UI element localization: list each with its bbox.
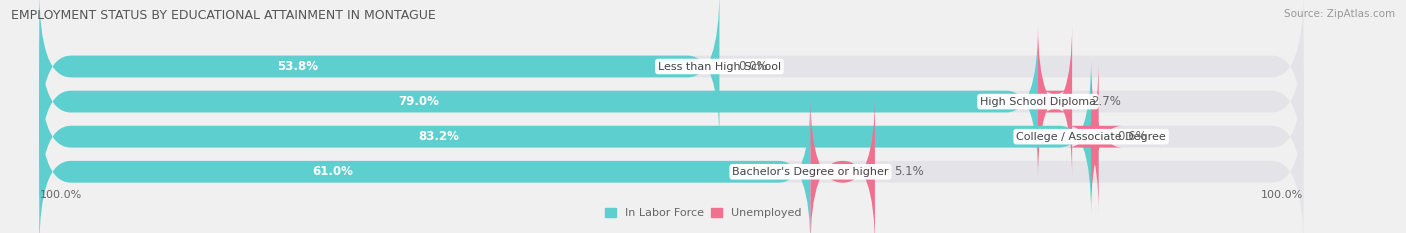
Text: College / Associate Degree: College / Associate Degree xyxy=(1017,132,1166,142)
FancyBboxPatch shape xyxy=(39,0,720,143)
Text: EMPLOYMENT STATUS BY EDUCATIONAL ATTAINMENT IN MONTAGUE: EMPLOYMENT STATUS BY EDUCATIONAL ATTAINM… xyxy=(11,9,436,22)
Text: Bachelor's Degree or higher: Bachelor's Degree or higher xyxy=(733,167,889,177)
Text: Less than High School: Less than High School xyxy=(658,62,780,72)
Text: 53.8%: 53.8% xyxy=(277,60,318,73)
Text: 0.0%: 0.0% xyxy=(738,60,768,73)
FancyBboxPatch shape xyxy=(810,95,875,233)
Text: 2.7%: 2.7% xyxy=(1091,95,1121,108)
FancyBboxPatch shape xyxy=(39,0,1303,143)
Text: High School Diploma: High School Diploma xyxy=(980,97,1097,106)
Text: 83.2%: 83.2% xyxy=(419,130,460,143)
Text: 61.0%: 61.0% xyxy=(312,165,353,178)
FancyBboxPatch shape xyxy=(39,60,1091,213)
FancyBboxPatch shape xyxy=(39,95,810,233)
Legend: In Labor Force, Unemployed: In Labor Force, Unemployed xyxy=(605,208,801,218)
Text: 100.0%: 100.0% xyxy=(1261,190,1303,200)
FancyBboxPatch shape xyxy=(39,25,1303,178)
Text: 79.0%: 79.0% xyxy=(398,95,439,108)
FancyBboxPatch shape xyxy=(1067,60,1122,213)
FancyBboxPatch shape xyxy=(39,60,1303,213)
Text: 5.1%: 5.1% xyxy=(894,165,924,178)
FancyBboxPatch shape xyxy=(1038,25,1073,178)
FancyBboxPatch shape xyxy=(39,25,1038,178)
FancyBboxPatch shape xyxy=(39,95,1303,233)
Text: 100.0%: 100.0% xyxy=(39,190,82,200)
Text: 0.6%: 0.6% xyxy=(1118,130,1147,143)
Text: Source: ZipAtlas.com: Source: ZipAtlas.com xyxy=(1284,9,1395,19)
